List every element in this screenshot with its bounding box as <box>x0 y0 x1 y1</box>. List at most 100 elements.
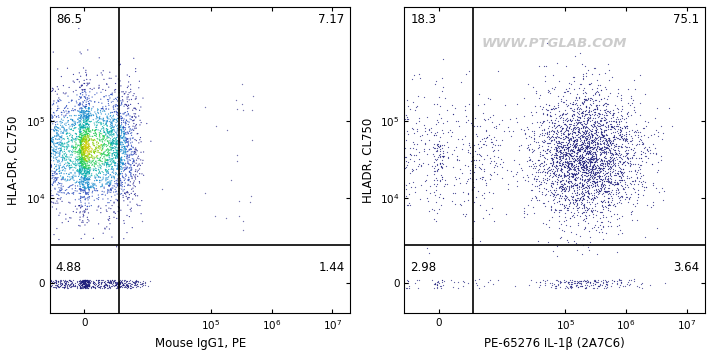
Point <box>81 176 93 182</box>
Point <box>65 127 76 132</box>
Point <box>80 113 92 119</box>
Point <box>590 124 601 129</box>
Point <box>120 119 131 125</box>
Point <box>101 153 112 159</box>
Point <box>84 128 95 134</box>
Point <box>69 162 80 167</box>
Point <box>595 169 606 175</box>
Point <box>530 195 541 201</box>
Point <box>428 207 439 213</box>
Point <box>538 126 550 132</box>
Point <box>560 107 571 113</box>
Point <box>114 186 125 192</box>
Point <box>595 157 607 163</box>
Point <box>75 171 87 177</box>
Point <box>600 131 612 136</box>
Point <box>55 147 66 153</box>
Point <box>109 176 120 182</box>
Point <box>554 149 565 155</box>
Point <box>567 126 579 132</box>
Point <box>576 109 587 115</box>
Point <box>82 176 93 182</box>
Point <box>551 133 562 139</box>
Point <box>95 120 106 126</box>
Point <box>45 161 56 167</box>
Point <box>431 101 442 107</box>
Point <box>104 280 115 286</box>
Point <box>80 104 91 109</box>
Point <box>565 178 577 184</box>
Point <box>115 191 126 197</box>
Point <box>128 156 140 162</box>
Point <box>109 117 120 122</box>
Point <box>370 136 381 142</box>
Point <box>63 135 74 141</box>
Point <box>26 141 38 146</box>
Point <box>83 283 95 288</box>
Point <box>78 281 89 287</box>
Point <box>576 154 587 159</box>
Point <box>100 178 112 183</box>
Point <box>598 185 609 191</box>
Point <box>572 117 584 122</box>
Point <box>108 148 120 154</box>
Point <box>463 147 474 152</box>
Point <box>108 116 119 122</box>
Point <box>529 193 540 199</box>
Point <box>602 142 614 148</box>
Point <box>73 282 85 288</box>
Point <box>568 188 580 193</box>
Point <box>548 169 559 175</box>
Point <box>413 118 424 124</box>
Point <box>597 183 609 189</box>
Point <box>110 282 121 288</box>
Point <box>614 124 625 130</box>
Point <box>82 181 93 187</box>
Point <box>137 280 148 286</box>
Point <box>587 282 598 288</box>
Point <box>75 184 86 190</box>
Point <box>638 187 649 193</box>
Point <box>80 278 91 283</box>
Point <box>586 163 597 169</box>
Point <box>90 130 101 136</box>
Point <box>20 144 31 150</box>
Point <box>568 111 580 117</box>
Point <box>76 139 88 144</box>
Point <box>41 123 53 129</box>
Point <box>119 128 130 134</box>
Point <box>577 183 588 189</box>
Point <box>555 207 566 213</box>
Point <box>62 285 73 291</box>
Point <box>615 182 627 188</box>
Point <box>57 164 68 170</box>
Point <box>89 182 100 188</box>
Point <box>55 282 66 288</box>
Point <box>545 155 557 160</box>
Point <box>574 114 585 120</box>
Point <box>562 102 574 107</box>
Point <box>653 159 664 165</box>
Point <box>82 178 93 184</box>
Point <box>61 284 73 290</box>
Point <box>111 180 122 186</box>
Point <box>83 185 95 191</box>
Point <box>86 171 98 177</box>
Point <box>592 141 603 146</box>
Point <box>122 283 133 288</box>
Point <box>96 151 108 157</box>
Point <box>563 151 575 156</box>
Point <box>582 125 594 130</box>
Point <box>88 138 99 144</box>
Point <box>562 136 573 141</box>
Point <box>583 177 595 183</box>
Point <box>120 171 131 177</box>
Point <box>611 141 622 147</box>
Point <box>590 129 602 135</box>
Point <box>82 279 93 285</box>
Point <box>600 141 612 146</box>
Point <box>63 109 74 114</box>
Point <box>87 139 98 145</box>
Point <box>70 280 81 286</box>
Point <box>33 149 44 154</box>
